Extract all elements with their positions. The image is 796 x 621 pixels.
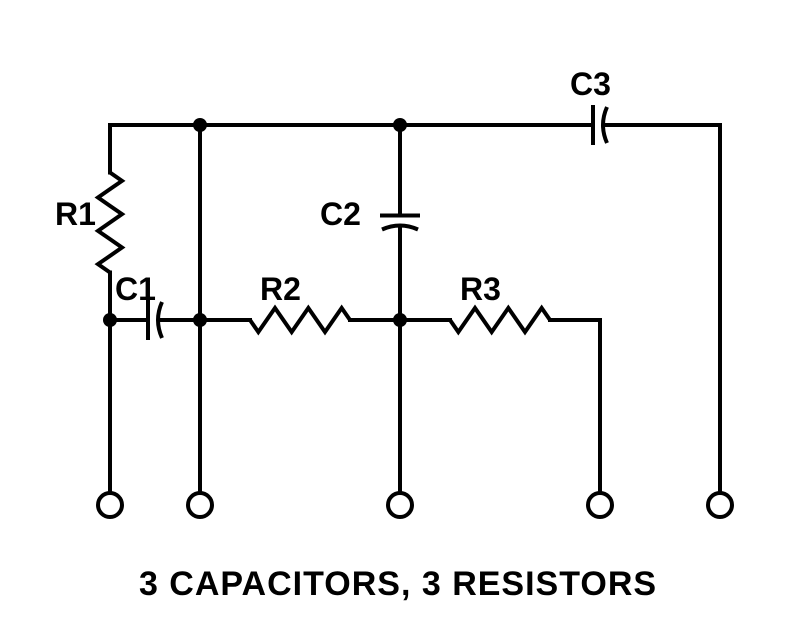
c1-label: C1	[115, 271, 156, 307]
r3-label: R3	[460, 271, 501, 307]
components-group	[98, 107, 640, 338]
c3-label: C3	[570, 66, 611, 102]
wires-group	[110, 125, 720, 493]
c2-label: C2	[320, 196, 361, 232]
r2-label: R2	[260, 271, 301, 307]
labels-group: R1 C1 R2 C2 R3 C3	[55, 66, 611, 307]
circuit-diagram: R1 C1 R2 C2 R3 C3	[0, 0, 796, 621]
r1-label: R1	[55, 196, 96, 232]
diagram-caption: 3 CAPACITORS, 3 RESISTORS	[0, 565, 796, 604]
terminals-group	[98, 493, 732, 517]
